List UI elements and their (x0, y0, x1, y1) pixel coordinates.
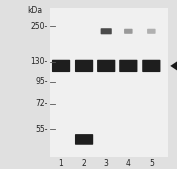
Text: 1: 1 (59, 159, 63, 168)
FancyBboxPatch shape (75, 134, 93, 145)
Text: 72-: 72- (35, 99, 48, 108)
FancyBboxPatch shape (142, 60, 160, 72)
Text: 55-: 55- (35, 125, 48, 134)
Text: 95-: 95- (35, 77, 48, 87)
Polygon shape (170, 61, 177, 70)
FancyBboxPatch shape (147, 29, 156, 34)
Text: 4: 4 (126, 159, 131, 168)
Text: 5: 5 (149, 159, 154, 168)
FancyBboxPatch shape (101, 28, 112, 34)
FancyBboxPatch shape (124, 29, 133, 34)
FancyBboxPatch shape (97, 60, 115, 72)
FancyBboxPatch shape (119, 60, 137, 72)
Text: 2: 2 (82, 159, 86, 168)
FancyBboxPatch shape (75, 60, 93, 72)
FancyBboxPatch shape (50, 8, 168, 157)
Text: 250-: 250- (31, 22, 48, 31)
Text: 3: 3 (104, 159, 109, 168)
FancyBboxPatch shape (52, 60, 70, 72)
Text: kDa: kDa (27, 6, 42, 15)
Text: 130-: 130- (31, 57, 48, 66)
